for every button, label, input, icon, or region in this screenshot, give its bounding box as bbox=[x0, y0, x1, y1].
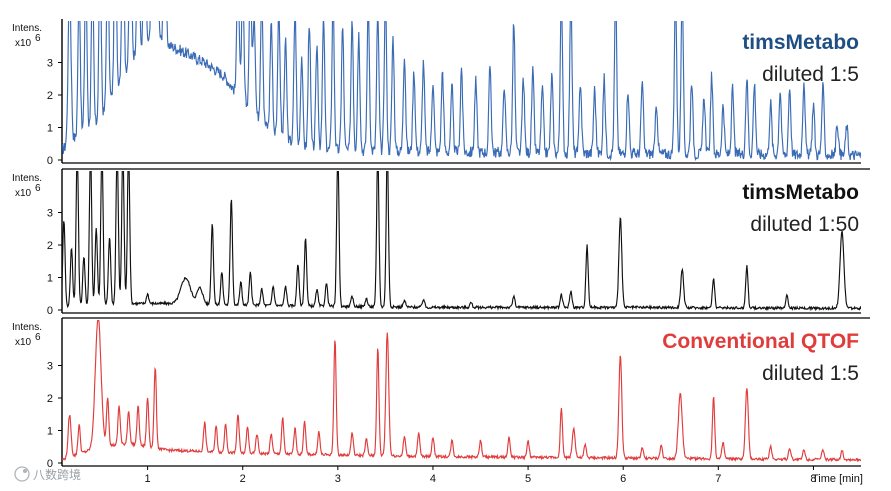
series-line bbox=[62, 171, 861, 312]
x-tick-label: 8 bbox=[810, 473, 816, 485]
y-tick-label: 0 bbox=[47, 155, 53, 167]
watermark-text: 八数跨境 bbox=[33, 467, 81, 482]
y-axis-unit: x10 bbox=[15, 38, 32, 49]
y-tick-label: 2 bbox=[47, 393, 53, 405]
x-tick-label: 7 bbox=[715, 473, 721, 485]
y-tick-label: 3 bbox=[47, 361, 53, 373]
series-line bbox=[62, 320, 861, 463]
panel-title: Conventional QTOF bbox=[662, 330, 859, 353]
y-axis-unit: x10 bbox=[15, 337, 32, 348]
y-tick-label: 1 bbox=[47, 123, 53, 135]
panel-2: Intens. x10 6 0 1 2 3 timsMetabo diluted 1:50 bbox=[12, 168, 870, 317]
series-line bbox=[62, 21, 861, 162]
x-tick-label: 5 bbox=[525, 473, 531, 485]
y-axis-unit-exponent: 6 bbox=[35, 183, 41, 194]
y-tick-label: 2 bbox=[47, 90, 53, 102]
y-tick-label: 1 bbox=[47, 273, 53, 285]
panel-title: timsMetabo bbox=[742, 31, 859, 54]
y-axis-label: Intens. bbox=[12, 23, 42, 34]
watermark-icon bbox=[14, 466, 30, 482]
y-tick-label: 3 bbox=[47, 208, 53, 220]
y-axis-unit-exponent: 6 bbox=[35, 33, 41, 44]
panel-1: Intens. x10 6 0 1 2 3 timsMetabo diluted 1:5 bbox=[12, 19, 861, 167]
y-axis-unit: x10 bbox=[15, 188, 32, 199]
x-tick-label: 1 bbox=[145, 473, 151, 485]
y-tick-label: 2 bbox=[47, 240, 53, 252]
panel-subtitle: diluted 1:5 bbox=[762, 362, 859, 385]
panel-subtitle: diluted 1:5 bbox=[762, 63, 859, 86]
y-axis-label: Intens. bbox=[12, 173, 42, 184]
x-tick-label: 4 bbox=[430, 473, 436, 485]
watermark-icon-dot bbox=[23, 469, 27, 473]
y-tick-label: 0 bbox=[47, 458, 53, 470]
panel-title: timsMetabo bbox=[742, 181, 859, 204]
x-tick-label: 3 bbox=[335, 473, 341, 485]
y-tick-label: 1 bbox=[47, 426, 53, 438]
y-tick-label: 0 bbox=[47, 305, 53, 317]
x-tick-label: 6 bbox=[620, 473, 626, 485]
x-axis-label: Time [min] bbox=[812, 473, 863, 485]
x-tick-label: 2 bbox=[240, 473, 246, 485]
y-tick-label: 3 bbox=[47, 58, 53, 70]
y-axis-unit-exponent: 6 bbox=[35, 332, 41, 343]
watermark: 八数跨境 bbox=[14, 466, 81, 482]
y-axis-label: Intens. bbox=[12, 322, 42, 333]
panel-subtitle: diluted 1:50 bbox=[750, 213, 859, 236]
panel-3: Intens. x10 6 0 1 2 3 Conventional QTOF diluted … bbox=[12, 317, 870, 470]
